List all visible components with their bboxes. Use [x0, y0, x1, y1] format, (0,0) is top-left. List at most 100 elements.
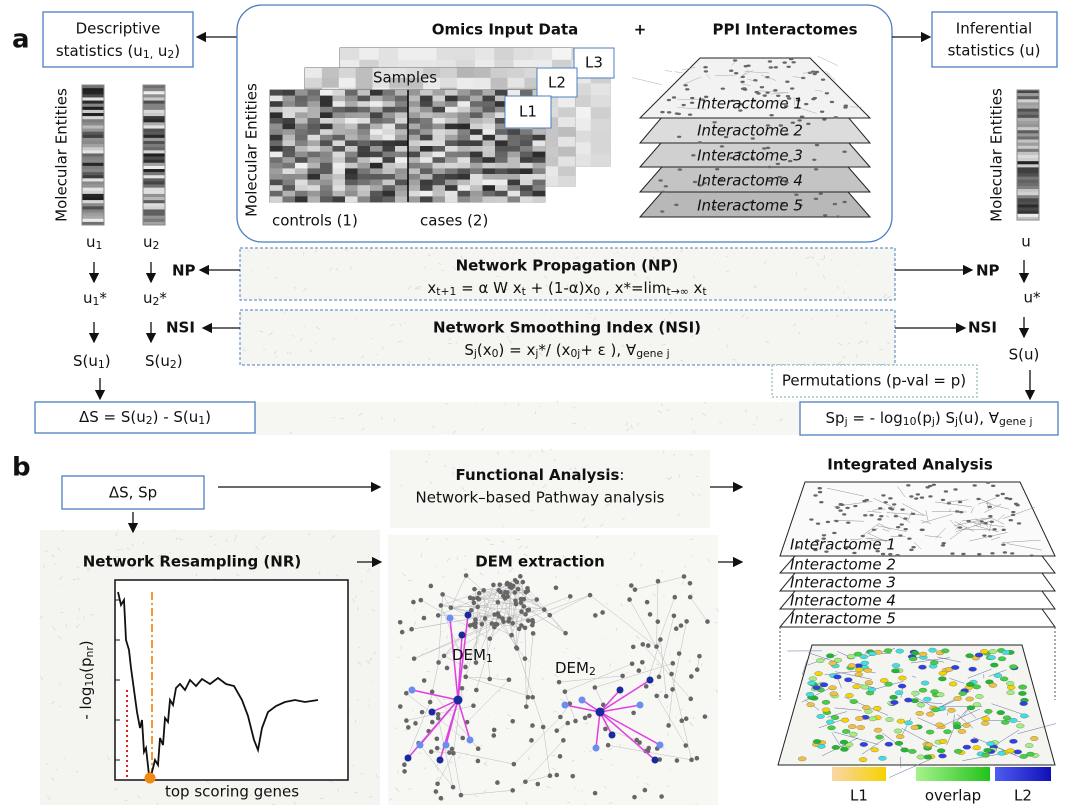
node — [703, 95, 709, 99]
edge — [740, 83, 751, 86]
texture — [605, 503, 610, 507]
texture — [497, 570, 500, 575]
heatmap-cell — [495, 151, 508, 158]
edge — [466, 679, 510, 723]
texture — [477, 638, 480, 643]
texture — [452, 430, 457, 435]
heatmap-cell — [520, 134, 533, 141]
heatmap-cell — [541, 146, 559, 157]
heatmap-cell — [270, 179, 283, 186]
dem-title: DEM extraction — [475, 553, 605, 571]
heatmap-cell — [307, 140, 321, 147]
texture — [400, 484, 403, 487]
edge — [683, 76, 702, 85]
heatmap-cell — [357, 90, 371, 96]
edge — [956, 520, 992, 532]
edge — [893, 513, 911, 523]
texture — [669, 312, 672, 314]
heatmap-cell — [470, 95, 483, 102]
texture — [465, 689, 468, 691]
node — [923, 696, 932, 702]
node — [495, 780, 500, 785]
barcode-cell — [143, 212, 165, 216]
node — [659, 794, 664, 799]
barcode-cell — [1017, 189, 1039, 193]
heatmap-cell — [532, 134, 546, 141]
heatmap-cell — [495, 174, 508, 180]
heatmap-cell — [357, 106, 371, 113]
interactome-label: Interactome 3 — [790, 574, 896, 592]
texture — [255, 545, 260, 550]
heatmap-cell — [470, 157, 483, 164]
permutations-box — [771, 364, 978, 398]
node — [740, 87, 746, 90]
axis-label: Molecular Entities — [53, 88, 71, 222]
texture — [661, 343, 666, 346]
text-part: ΔS = S(u — [79, 408, 146, 426]
texture — [635, 635, 640, 640]
heatmap-cell — [440, 77, 458, 88]
heatmap-cell — [470, 90, 483, 96]
heatmap-cell — [495, 185, 508, 192]
heatmap-cell — [270, 95, 283, 102]
text-part: ) — [105, 352, 111, 370]
node — [785, 80, 790, 83]
texture — [116, 548, 120, 551]
texture — [428, 357, 431, 361]
node — [644, 599, 650, 605]
heatmap-cell — [370, 106, 383, 113]
heatmap-cell — [520, 162, 533, 169]
nr-y-label: - log10(pnr) — [77, 640, 97, 719]
texture — [578, 349, 583, 354]
heatmap-cell — [407, 179, 421, 186]
node — [895, 525, 901, 529]
barcode-cell — [82, 184, 104, 188]
texture — [331, 338, 336, 340]
node — [990, 484, 996, 488]
heatmap-cell — [420, 151, 433, 158]
node — [883, 648, 893, 654]
barcode-cell — [82, 141, 104, 145]
texture — [534, 633, 537, 637]
edge — [825, 70, 831, 75]
texture — [718, 327, 721, 329]
texture — [400, 645, 402, 650]
texture — [574, 787, 577, 790]
texture — [574, 467, 577, 470]
edge — [991, 536, 1001, 541]
heatmap-cell — [357, 174, 371, 180]
barcode-cell — [1017, 167, 1039, 171]
texture — [618, 743, 622, 747]
node — [965, 696, 974, 702]
heatmap-cell — [332, 112, 346, 119]
barcode-cell — [143, 144, 165, 148]
heatmap-cell — [558, 166, 576, 177]
module-node — [608, 731, 616, 739]
node — [534, 597, 540, 602]
texture — [551, 767, 556, 771]
node — [897, 683, 907, 689]
heatmap-cell — [482, 179, 496, 186]
node — [829, 691, 838, 697]
edge — [608, 744, 692, 761]
node — [404, 718, 409, 723]
texture — [692, 275, 696, 279]
node — [440, 592, 445, 597]
node — [931, 707, 940, 713]
module-edge — [457, 634, 463, 701]
stat-label: S(u) — [1009, 346, 1040, 364]
edge — [465, 575, 526, 629]
node — [605, 742, 611, 748]
node — [1006, 690, 1015, 695]
descriptive-box — [42, 11, 194, 68]
barcode-cell — [1017, 96, 1039, 100]
texture — [546, 785, 551, 789]
node — [433, 789, 439, 794]
barcode-cell — [143, 103, 165, 108]
heatmap-cell — [357, 157, 371, 164]
node — [428, 583, 434, 589]
node — [813, 168, 819, 171]
heatmap-cell — [357, 185, 371, 192]
panel-label: a — [12, 25, 30, 55]
integrated-title: Integrated Analysis — [827, 456, 993, 474]
